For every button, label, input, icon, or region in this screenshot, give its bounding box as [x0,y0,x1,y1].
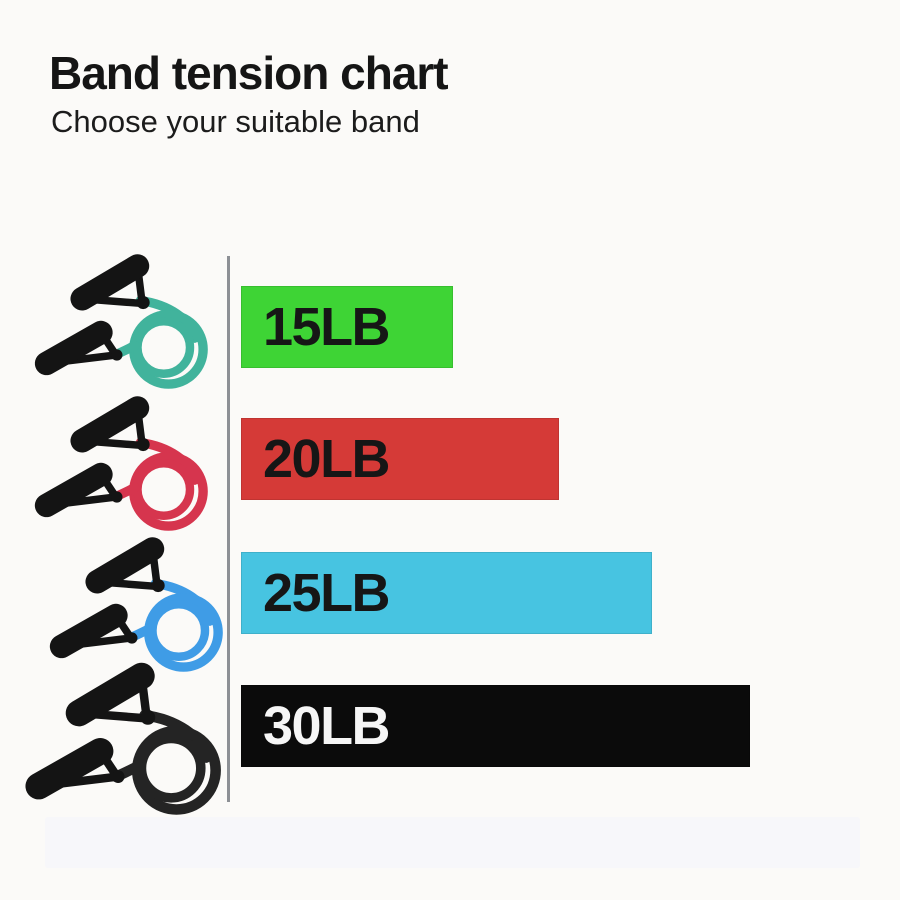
bar-label: 20LB [263,429,391,489]
blue-resistance-band-photo [45,533,245,688]
page-subtitle: Choose your suitable band [51,104,420,139]
resistance-band-drawing [34,254,208,389]
bottom-shadow-strip [45,817,860,868]
chart-axis-line [227,256,230,802]
tension-bar-15lb: 15LB [241,286,453,368]
teal-resistance-band-photo [30,250,230,405]
bar-label: 15LB [263,297,391,357]
black-resistance-band-photo [20,658,246,833]
tension-bar-25lb: 25LB [241,552,652,634]
red-resistance-band-photo [30,392,230,547]
resistance-band-drawing [34,396,208,531]
bar-label: 25LB [263,563,391,623]
tension-bar-20lb: 20LB [241,418,559,500]
resistance-band-drawing [49,537,223,672]
tension-bar-30lb: 30LB [241,685,750,767]
resistance-band-drawing [25,662,221,815]
bar-label: 30LB [263,696,391,756]
page-title: Band tension chart [49,47,449,99]
